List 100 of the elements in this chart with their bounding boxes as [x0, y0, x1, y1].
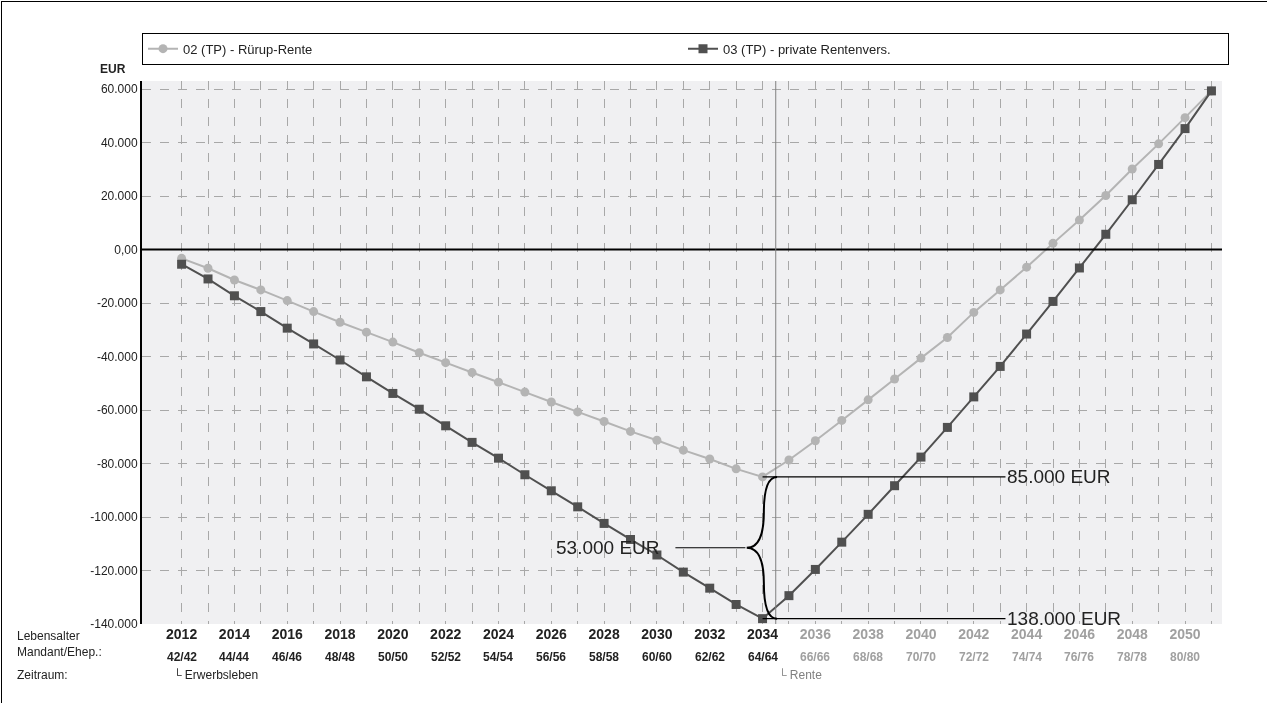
point — [995, 285, 1005, 295]
y-tick-label: -140.000 — [90, 617, 138, 632]
point — [731, 464, 741, 474]
point — [1127, 164, 1137, 174]
text: 60/60 — [642, 650, 673, 664]
x-tick-label: 2032 — [694, 626, 726, 642]
point — [520, 387, 530, 397]
point — [969, 392, 979, 402]
point — [256, 285, 266, 295]
y-axis-title: EUR — [100, 62, 126, 76]
text: Zeitraum: — [17, 668, 68, 682]
text: 56/56 — [536, 650, 567, 664]
text: 70/70 — [906, 650, 937, 664]
point — [282, 323, 292, 333]
text: 62/62 — [695, 650, 726, 664]
point — [520, 470, 530, 480]
point — [969, 307, 979, 317]
point — [467, 368, 477, 378]
point — [177, 259, 187, 269]
point — [652, 435, 662, 445]
point — [678, 567, 688, 577]
point — [361, 327, 371, 337]
y-tick-label: -120.000 — [90, 563, 138, 578]
text: 46/46 — [272, 650, 303, 664]
text: └ Erwerbsleben — [173, 668, 259, 682]
point — [1048, 296, 1058, 306]
y-tick-label: 40.000 — [100, 135, 138, 150]
point — [573, 407, 583, 417]
x-tick-label: 2020 — [377, 626, 409, 642]
text: 66/66 — [800, 650, 831, 664]
annotation: 85.000 EUR — [1007, 466, 1111, 487]
y-tick-label: -60.000 — [96, 403, 138, 418]
point — [229, 291, 239, 301]
point — [863, 509, 873, 519]
x-tick-label: 2026 — [535, 626, 568, 642]
text: 44/44 — [219, 650, 250, 664]
point — [916, 452, 926, 462]
point — [493, 377, 503, 387]
point — [441, 421, 451, 431]
text: 78/78 — [1117, 650, 1148, 664]
x-tick-label: 2022 — [430, 626, 462, 642]
point — [414, 348, 424, 358]
point — [1101, 190, 1111, 200]
point — [335, 355, 345, 365]
point — [678, 445, 688, 455]
point — [309, 307, 319, 317]
point — [414, 404, 424, 414]
point — [282, 296, 292, 306]
point — [599, 518, 609, 528]
point — [467, 437, 477, 447]
x-tick-label: 2044 — [1011, 626, 1043, 642]
x-tick-label: 2046 — [1063, 626, 1096, 642]
point — [942, 333, 952, 343]
point — [1048, 238, 1058, 248]
point — [1022, 262, 1032, 272]
point — [890, 481, 900, 491]
point — [890, 374, 900, 384]
y-tick-label: -80.000 — [96, 456, 138, 471]
x-tick-label: 2038 — [852, 626, 884, 642]
text: 58/58 — [589, 650, 620, 664]
text: 76/76 — [1064, 650, 1095, 664]
point — [705, 583, 715, 593]
point — [1022, 329, 1032, 339]
x-tick-label: 2012 — [166, 626, 198, 642]
text: 64/64 — [748, 650, 779, 664]
text: 48/48 — [325, 650, 356, 664]
x-tick-label: 2018 — [324, 626, 356, 642]
point — [1074, 263, 1084, 273]
point — [388, 337, 398, 347]
text: 52/52 — [431, 650, 462, 664]
x-tick-label: 2042 — [958, 626, 990, 642]
point — [810, 564, 820, 574]
point — [441, 358, 451, 368]
y-tick-label: -100.000 — [90, 510, 138, 525]
y-tick-label: 60.000 — [100, 82, 138, 97]
x-tick-label: 2036 — [799, 626, 832, 642]
point — [1101, 229, 1111, 239]
x-tick-label: 2028 — [588, 626, 620, 642]
point — [573, 502, 583, 512]
point — [546, 397, 556, 407]
x-tick-label: 2034 — [746, 626, 779, 642]
point — [995, 361, 1005, 371]
point — [758, 614, 768, 624]
point — [309, 339, 319, 349]
point — [1180, 113, 1190, 123]
point — [203, 274, 213, 284]
y-tick-label: -40.000 — [96, 349, 138, 364]
legend-label: 02 (TP) - Rürup-Rente — [183, 41, 313, 57]
point — [361, 372, 371, 382]
text: 74/74 — [1012, 650, 1043, 664]
text: 72/72 — [959, 650, 990, 664]
x-tick-label: 2024 — [482, 626, 515, 642]
y-tick-label: 0,00 — [114, 242, 138, 257]
y-tick-label: 20.000 — [100, 189, 138, 204]
text: Lebensalter Mandant/Ehep.: — [17, 629, 102, 659]
point — [493, 453, 503, 463]
point — [1180, 124, 1190, 134]
text: 50/50 — [378, 650, 409, 664]
text: └ Rente — [778, 668, 823, 682]
text: 54/54 — [483, 650, 514, 664]
